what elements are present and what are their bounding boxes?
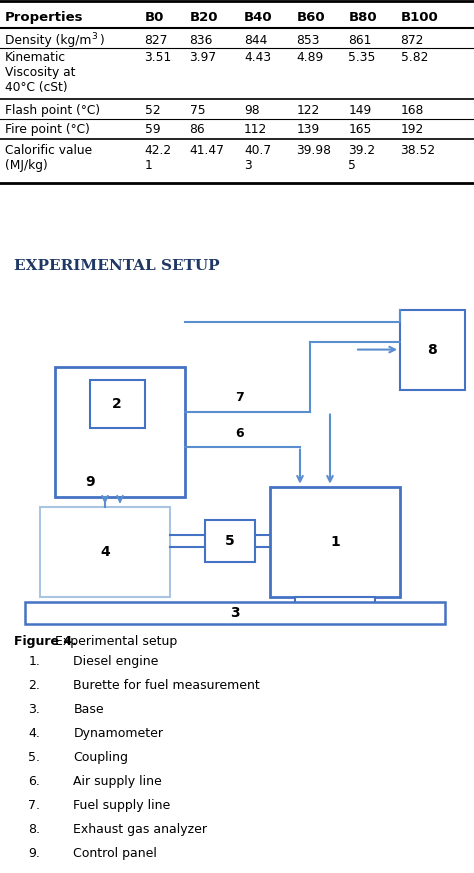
Text: 39.2
5: 39.2 5 <box>348 144 375 172</box>
Text: 41.47: 41.47 <box>190 144 225 157</box>
Text: 2.: 2. <box>28 679 40 692</box>
Bar <box>400 310 465 389</box>
Text: Flash point (°C): Flash point (°C) <box>5 104 100 117</box>
Text: Fire point (°C): Fire point (°C) <box>5 123 90 136</box>
Text: Control panel: Control panel <box>73 847 157 860</box>
Text: 3: 3 <box>91 31 97 41</box>
Bar <box>90 380 145 428</box>
Text: 122: 122 <box>296 104 319 117</box>
Text: Kinematic
Viscosity at
40°C (cSt): Kinematic Viscosity at 40°C (cSt) <box>5 52 75 94</box>
Text: 836: 836 <box>190 34 213 47</box>
Text: Properties: Properties <box>5 11 83 24</box>
Text: 5.: 5. <box>28 752 40 764</box>
Text: B40: B40 <box>244 11 273 24</box>
Text: Diesel engine: Diesel engine <box>73 656 159 669</box>
Text: 40.7
3: 40.7 3 <box>244 144 271 172</box>
Bar <box>205 519 255 561</box>
Bar <box>270 486 400 596</box>
Text: 7: 7 <box>236 390 245 403</box>
Text: 872: 872 <box>401 34 424 47</box>
Text: Burette for fuel measurement: Burette for fuel measurement <box>73 679 260 692</box>
Text: 3.: 3. <box>28 704 40 717</box>
Text: 86: 86 <box>190 123 205 136</box>
Text: 59: 59 <box>145 123 160 136</box>
Text: 8: 8 <box>427 342 437 356</box>
Text: Air supply line: Air supply line <box>73 775 162 788</box>
Text: 827: 827 <box>145 34 168 47</box>
Text: 4.: 4. <box>28 727 40 740</box>
Text: 39.98: 39.98 <box>296 144 331 157</box>
Text: 9: 9 <box>85 475 95 489</box>
Text: ): ) <box>100 34 104 47</box>
Text: Figure 4.: Figure 4. <box>14 635 77 648</box>
Text: 3: 3 <box>230 606 240 620</box>
Text: 844: 844 <box>244 34 267 47</box>
Text: Base: Base <box>73 704 104 717</box>
Text: 3.97: 3.97 <box>190 52 217 65</box>
Text: 6.: 6. <box>28 775 40 788</box>
Text: 112: 112 <box>244 123 267 136</box>
Bar <box>295 596 375 619</box>
Text: 149: 149 <box>348 104 372 117</box>
Text: 52: 52 <box>145 104 160 117</box>
Text: B20: B20 <box>190 11 218 24</box>
Text: 8.: 8. <box>28 823 40 836</box>
Text: Density (kg/m: Density (kg/m <box>5 34 91 47</box>
Text: 4.43: 4.43 <box>244 52 271 65</box>
Text: B100: B100 <box>401 11 438 24</box>
Text: 4.89: 4.89 <box>296 52 323 65</box>
Text: 3.51: 3.51 <box>145 52 172 65</box>
Text: Fuel supply line: Fuel supply line <box>73 799 171 812</box>
Text: 139: 139 <box>296 123 319 136</box>
Text: B80: B80 <box>348 11 377 24</box>
Text: 2: 2 <box>112 396 122 410</box>
Text: Coupling: Coupling <box>73 752 128 764</box>
Text: Dynamometer: Dynamometer <box>73 727 164 740</box>
Text: 9.: 9. <box>28 847 40 860</box>
Text: B0: B0 <box>145 11 164 24</box>
Text: 1: 1 <box>330 534 340 548</box>
Text: 5: 5 <box>225 533 235 547</box>
Text: 5.35: 5.35 <box>348 52 376 65</box>
Text: 98: 98 <box>244 104 260 117</box>
Text: EXPERIMENTAL SETUP: EXPERIMENTAL SETUP <box>14 258 220 272</box>
Text: B60: B60 <box>296 11 325 24</box>
Text: 7.: 7. <box>28 799 40 812</box>
Text: 853: 853 <box>296 34 320 47</box>
Text: 38.52: 38.52 <box>401 144 436 157</box>
Text: 6: 6 <box>236 427 244 440</box>
Bar <box>25 601 445 623</box>
Text: 861: 861 <box>348 34 372 47</box>
Text: 1.: 1. <box>28 656 40 669</box>
Text: 4: 4 <box>100 545 110 559</box>
Text: 192: 192 <box>401 123 424 136</box>
Text: 42.2
1: 42.2 1 <box>145 144 172 172</box>
Text: Calorific value
(MJ/kg): Calorific value (MJ/kg) <box>5 144 92 172</box>
Bar <box>55 367 185 497</box>
Text: 165: 165 <box>348 123 372 136</box>
Text: 75: 75 <box>190 104 205 117</box>
Text: 5.82: 5.82 <box>401 52 428 65</box>
Text: 168: 168 <box>401 104 424 117</box>
Bar <box>40 506 170 596</box>
Text: Experimental setup: Experimental setup <box>55 635 177 648</box>
Text: Exhaust gas analyzer: Exhaust gas analyzer <box>73 823 208 836</box>
